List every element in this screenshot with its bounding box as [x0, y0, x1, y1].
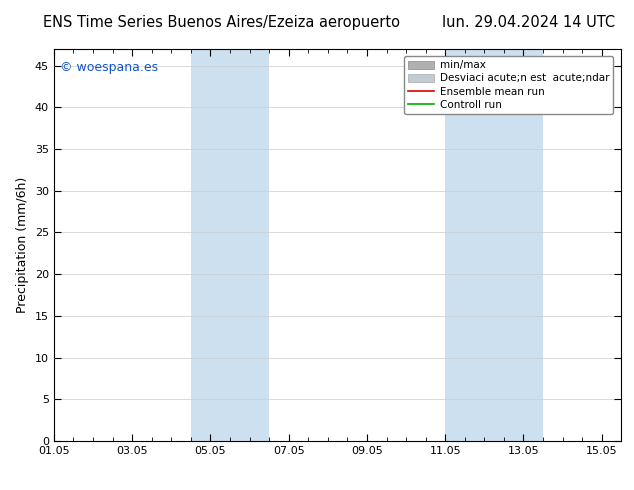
- Text: ENS Time Series Buenos Aires/Ezeiza aeropuerto: ENS Time Series Buenos Aires/Ezeiza aero…: [43, 15, 401, 30]
- Bar: [191, 49, 269, 441]
- Y-axis label: Precipitation (mm/6h): Precipitation (mm/6h): [16, 177, 29, 313]
- Bar: [445, 49, 543, 441]
- Text: © woespana.es: © woespana.es: [60, 61, 158, 74]
- Legend: min/max, Desviaci acute;n est  acute;ndar, Ensemble mean run, Controll run: min/max, Desviaci acute;n est acute;ndar…: [404, 56, 613, 114]
- Text: lun. 29.04.2024 14 UTC: lun. 29.04.2024 14 UTC: [442, 15, 615, 30]
